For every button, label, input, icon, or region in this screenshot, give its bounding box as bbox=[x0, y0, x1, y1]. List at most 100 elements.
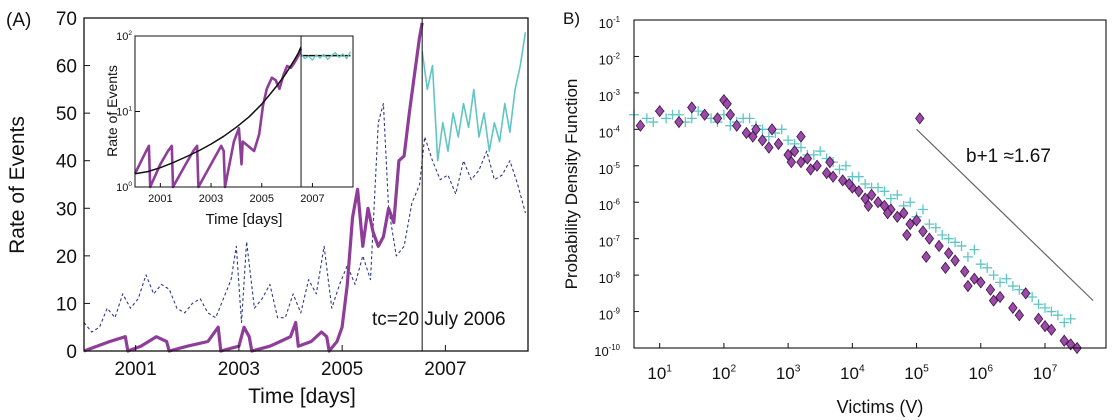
y-tick-label-a: 60 bbox=[56, 57, 77, 78]
data-point-plus bbox=[1014, 284, 1025, 295]
plot-b-series bbox=[629, 94, 1094, 355]
inset-series bbox=[133, 36, 352, 189]
data-point-diamond bbox=[712, 112, 723, 125]
data-point-diamond bbox=[1040, 319, 1050, 333]
x-tick-label-b: 104 bbox=[840, 363, 865, 383]
data-point-diamond bbox=[854, 185, 864, 198]
data-point-plus bbox=[686, 113, 697, 124]
series-line-a-2 bbox=[421, 32, 527, 162]
data-point-plus bbox=[956, 240, 967, 251]
data-point-diamond bbox=[985, 283, 996, 296]
data-point-diamond bbox=[969, 272, 980, 285]
data-point-diamond bbox=[1046, 323, 1057, 336]
data-point-diamond bbox=[699, 108, 710, 121]
data-point-diamond bbox=[934, 239, 944, 253]
x-axis-label-a: Time [days] bbox=[248, 385, 356, 408]
data-point-diamond bbox=[635, 119, 646, 132]
data-point-plus bbox=[783, 135, 794, 146]
data-point-plus bbox=[892, 189, 903, 200]
x-tick-label-b: 107 bbox=[1033, 363, 1058, 383]
inset-y-tick-label: 100 bbox=[116, 181, 132, 194]
y-tick-label-b: 10-5 bbox=[599, 161, 621, 177]
y-axis-label-a: Rate of Events bbox=[6, 116, 29, 254]
data-point-diamond bbox=[905, 217, 915, 231]
data-point-plus bbox=[776, 124, 787, 135]
y-tick-label-b: 10-4 bbox=[599, 124, 621, 140]
data-point-plus bbox=[1065, 313, 1076, 324]
data-point-plus bbox=[975, 259, 986, 270]
y-tick-label-a: 70 bbox=[56, 9, 77, 30]
plot-a-axes: 2001 2003 2005 2007 0 10 20 30 40 50 60 70 bbox=[56, 9, 467, 380]
x-tick-label-b: 106 bbox=[968, 363, 993, 383]
data-point-diamond bbox=[764, 141, 774, 154]
data-point-plus bbox=[795, 142, 806, 153]
data-point-diamond bbox=[882, 206, 893, 220]
inset-y-tick-label: 102 bbox=[116, 30, 132, 43]
data-point-plus bbox=[693, 106, 704, 117]
data-point-plus bbox=[937, 230, 948, 241]
data-point-diamond bbox=[863, 199, 874, 213]
data-point-diamond bbox=[844, 177, 854, 191]
y-tick-label-a: 20 bbox=[56, 247, 77, 268]
y-tick-label-b: 10-2 bbox=[599, 52, 620, 68]
x-tick-label-a: 2005 bbox=[321, 359, 363, 380]
data-point-diamond bbox=[838, 174, 848, 187]
data-point-diamond bbox=[1008, 301, 1018, 315]
x-tick-label-a: 2007 bbox=[424, 359, 466, 380]
inset-y-tick-label: 101 bbox=[116, 106, 132, 119]
data-point-diamond bbox=[825, 155, 835, 169]
panel-a: (A) 2001 2003 2005 2007 0 10 20 30 40 50 60 70 tc=2… bbox=[6, 9, 529, 408]
annotation-slope: b+1 ≈1.67 bbox=[966, 146, 1051, 167]
data-point-diamond bbox=[963, 279, 973, 293]
inset-y-axis-label: Rate of Events bbox=[104, 65, 120, 157]
y-tick-label-b: 10-7 bbox=[599, 234, 620, 250]
inset-x-tick-label: 2005 bbox=[250, 193, 274, 205]
y-tick-label-a: 50 bbox=[56, 104, 77, 125]
inset-x-tick-label: 2001 bbox=[148, 193, 172, 205]
plot-b-axes: 101 102 103 104 105 106 107 10-1 10-2 10-3 10-4 10-… bbox=[594, 15, 1057, 383]
data-point-diamond bbox=[1059, 334, 1069, 347]
panel-b: B) 101 102 103 104 105 106 107 10-1 10-2 10-3 10-4… bbox=[562, 9, 1107, 417]
data-point-plus bbox=[1001, 273, 1012, 284]
power-law-reference-line bbox=[916, 128, 1094, 302]
data-point-plus bbox=[763, 131, 774, 142]
inset-x-axis-label: Time [days] bbox=[206, 211, 283, 228]
data-point-plus bbox=[1027, 291, 1038, 302]
data-point-diamond bbox=[812, 159, 822, 172]
y-tick-label-b: 10-1 bbox=[599, 15, 620, 31]
data-point-diamond bbox=[741, 126, 752, 140]
inset-series-line-1 bbox=[134, 46, 302, 175]
inset-series-line-3 bbox=[300, 51, 352, 61]
data-point-diamond bbox=[674, 115, 684, 129]
data-point-plus bbox=[815, 146, 826, 157]
data-point-diamond bbox=[988, 294, 999, 307]
data-point-diamond bbox=[976, 276, 986, 289]
data-point-diamond bbox=[789, 145, 800, 158]
data-point-diamond bbox=[796, 130, 806, 143]
y-axis-label-b: Probability Density Function bbox=[562, 79, 581, 290]
data-point-diamond bbox=[918, 225, 928, 238]
y-tick-label-a: 10 bbox=[56, 294, 77, 315]
data-point-plus bbox=[641, 113, 652, 124]
data-point-diamond bbox=[915, 112, 925, 125]
data-point-diamond bbox=[1033, 312, 1044, 326]
data-point-diamond bbox=[654, 104, 665, 118]
data-point-plus bbox=[853, 171, 864, 182]
data-point-diamond bbox=[796, 155, 806, 169]
x-tick-label-b: 105 bbox=[904, 363, 929, 383]
x-tick-label-b: 102 bbox=[712, 363, 737, 383]
data-point-diamond bbox=[950, 254, 960, 267]
plot-b-frame bbox=[633, 19, 1107, 349]
y-tick-label-b: 10-3 bbox=[599, 88, 620, 104]
data-point-diamond bbox=[786, 155, 797, 169]
x-axis-label-b: Victims (V) bbox=[837, 397, 924, 417]
data-point-plus bbox=[1007, 281, 1018, 292]
x-tick-label-a: 2001 bbox=[114, 359, 156, 380]
data-point-plus bbox=[905, 197, 916, 208]
data-point-plus bbox=[962, 251, 973, 262]
data-point-plus bbox=[917, 204, 928, 215]
data-point-plus bbox=[969, 244, 980, 255]
inset-x-tick-label: 2003 bbox=[199, 193, 223, 205]
data-point-plus bbox=[1059, 317, 1070, 328]
data-point-plus bbox=[930, 222, 941, 233]
